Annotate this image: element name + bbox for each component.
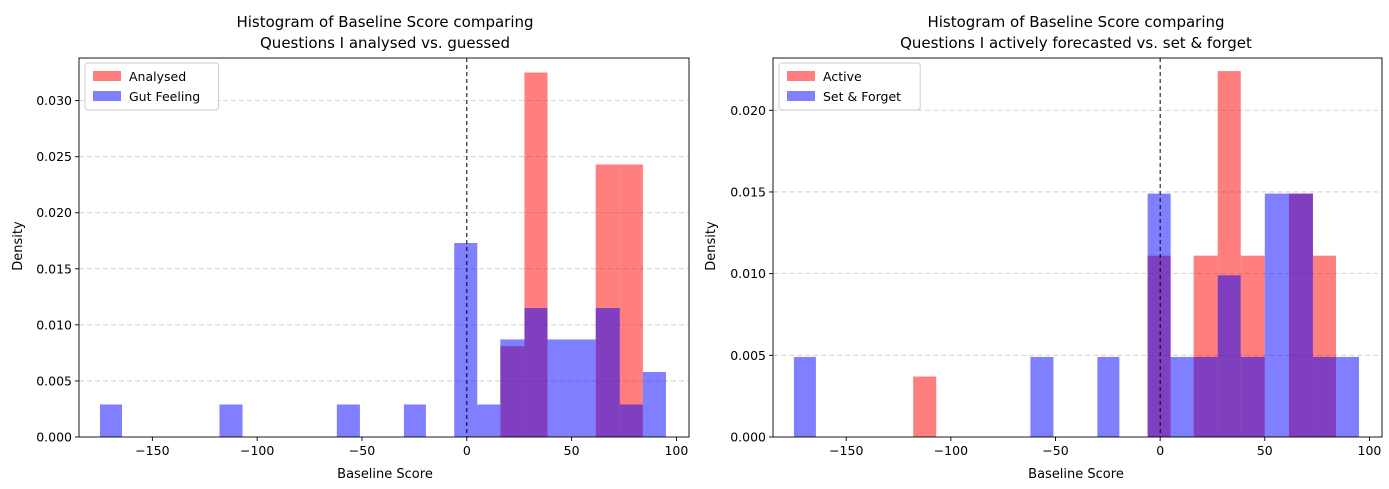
histogram-bar-set-forget: [793, 356, 816, 437]
x-tick-label: 100: [664, 443, 688, 458]
x-axis-label: Baseline Score: [337, 467, 433, 482]
legend: Active Set & Forget: [778, 62, 921, 111]
legend-swatch: [93, 91, 121, 101]
y-tick-label: 0.015: [730, 184, 766, 199]
y-tick-label: 0.010: [36, 317, 72, 332]
y-axis-label: Density: [704, 221, 719, 271]
histogram-bar-set-forget: [1264, 193, 1289, 437]
axes-frame: [772, 57, 1383, 438]
histogram-bar-active: [913, 376, 937, 437]
y-tick-label: 0.000: [730, 430, 766, 445]
x-tick-label: −150: [135, 443, 169, 458]
histogram-panel-active-vs-set-and-forget: Histogram of Baseline Score comparing Qu…: [704, 13, 1383, 482]
x-tick-label: −150: [829, 443, 863, 458]
x-tick-label: −50: [349, 443, 375, 458]
x-tick-label: 100: [1358, 443, 1382, 458]
x-tick-label: 50: [564, 443, 580, 458]
histogram-bar-set-forget: [1288, 193, 1313, 437]
histogram-bar-set-forget: [1217, 275, 1241, 437]
histogram-bar-gut-feeling: [619, 404, 643, 437]
chart-title-line2: Questions I analysed vs. guessed: [260, 34, 510, 52]
histogram-bar-set-forget: [1147, 193, 1171, 437]
histogram-panel-analysed-vs-guessed: Histogram of Baseline Score comparing Qu…: [11, 13, 690, 482]
y-tick-label: 0.005: [36, 373, 72, 388]
histogram-bar-set-forget: [1030, 356, 1054, 437]
y-tick-label: 0.030: [36, 93, 72, 108]
chart-title-line2: Questions I actively forecasted vs. set …: [900, 34, 1252, 52]
histogram-bar-gut-feeling: [454, 243, 478, 437]
y-tick-label: 0.010: [730, 266, 766, 281]
x-tick-label: 0: [1156, 443, 1164, 458]
x-tick-label: −100: [240, 443, 274, 458]
histogram-bar-gut-feeling: [477, 404, 501, 437]
histogram-bar-gut-feeling: [219, 404, 243, 437]
histogram-bar-set-forget: [1193, 356, 1218, 437]
histogram-bar-set-forget: [1170, 356, 1194, 437]
histogram-bar-analysed: [619, 164, 643, 437]
chart-title-line1: Histogram of Baseline Score comparing: [236, 13, 533, 31]
x-tick-label: 50: [1257, 443, 1273, 458]
histogram-bar-set-forget: [1240, 356, 1265, 437]
legend-label: Analysed: [129, 69, 186, 84]
plot-area: −150 −100 −50 0 50 100 0.000 0.005 0.010 0.015 0.0…: [730, 57, 1383, 458]
y-tick-label: 0.020: [730, 103, 766, 118]
plot-area: −150 −100 −50 0 50 100 0.000 0.005 0.010 0.015 0.0…: [36, 57, 690, 458]
x-tick-label: −100: [934, 443, 968, 458]
y-tick-label: 0.000: [36, 430, 72, 445]
histogram-bar-gut-feeling: [524, 308, 548, 437]
x-tick-label: 0: [463, 443, 471, 458]
histogram-bar-gut-feeling: [547, 339, 596, 437]
x-tick-label: −50: [1042, 443, 1068, 458]
legend-label: Set & Forget: [823, 89, 901, 104]
histogram-bar-set-forget: [1097, 356, 1120, 437]
legend-swatch: [787, 71, 815, 81]
histogram-bar-gut-feeling: [99, 404, 122, 437]
histogram-bar-set-forget: [1335, 356, 1359, 437]
y-tick-label: 0.015: [36, 261, 72, 276]
legend-swatch: [93, 71, 121, 81]
axes-frame: [78, 57, 690, 438]
histogram-bar-gut-feeling: [336, 404, 360, 437]
legend-label: Active: [823, 69, 862, 84]
legend-label: Gut Feeling: [129, 89, 200, 104]
y-axis-label: Density: [11, 221, 26, 271]
legend: Analysed Gut Feeling: [84, 62, 220, 111]
legend-swatch: [787, 91, 815, 101]
y-tick-label: 0.005: [730, 348, 766, 363]
histogram-bar-gut-feeling: [403, 404, 426, 437]
y-tick-label: 0.025: [36, 149, 72, 164]
histogram-bar-gut-feeling: [500, 339, 525, 437]
x-axis-label: Baseline Score: [1028, 467, 1124, 482]
chart-title-line1: Histogram of Baseline Score comparing: [927, 13, 1224, 31]
histogram-bar-set-forget: [1312, 356, 1336, 437]
histogram-bar-gut-feeling: [642, 371, 666, 437]
histogram-bar-gut-feeling: [595, 308, 620, 437]
y-tick-label: 0.020: [36, 205, 72, 220]
